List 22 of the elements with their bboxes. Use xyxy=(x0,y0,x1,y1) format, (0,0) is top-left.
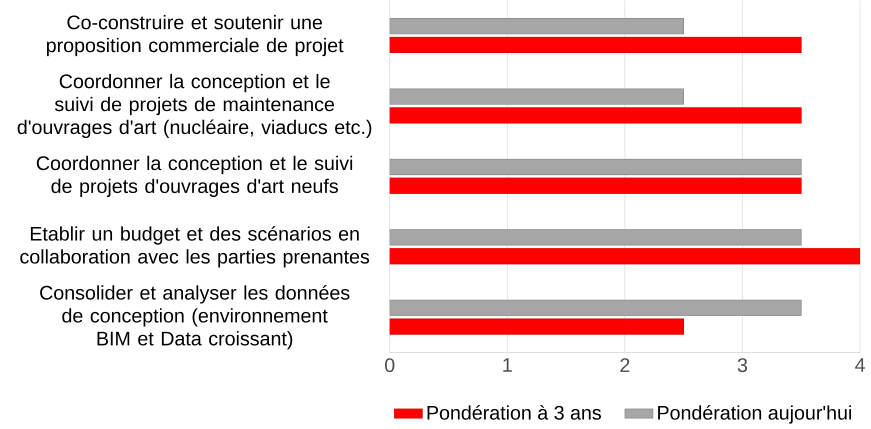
bar xyxy=(390,318,684,335)
y-tick-label: Etablir un budget et des scénarios en collaboration avec les parties prenantes xyxy=(20,226,370,268)
bar xyxy=(390,107,802,124)
y-tick-label: Coordonner la conception et le suivi de projets d'ouvrages d'art neufs xyxy=(36,156,352,198)
bar xyxy=(390,300,802,316)
bar xyxy=(390,248,860,265)
bar xyxy=(390,230,802,246)
bar xyxy=(390,88,684,105)
y-tick-label: Consolider et analyser les données de conception (environnement BIM et Data croissant) xyxy=(40,285,350,350)
y-tick-label: Co-construire et soutenir une proposition commerciale de projet xyxy=(46,15,344,56)
x-tick-label: 0 xyxy=(385,358,394,372)
bar xyxy=(390,37,802,54)
legend-label: Pondération aujour'hui xyxy=(658,405,852,424)
legend-label: Pondération à 3 ans xyxy=(428,405,601,420)
y-tick-label: Coordonner la conception et le suivi de projets de maintenance d'ouvrages d'art (nucléaire, viaducs etc.) xyxy=(18,74,372,138)
bar xyxy=(390,18,684,34)
x-tick-label: 1 xyxy=(503,358,512,372)
x-tick-label: 2 xyxy=(620,358,630,372)
x-tick-label: 3 xyxy=(738,358,748,372)
bar xyxy=(390,159,802,176)
bar xyxy=(390,178,802,194)
x-tick-label: 4 xyxy=(855,358,865,372)
